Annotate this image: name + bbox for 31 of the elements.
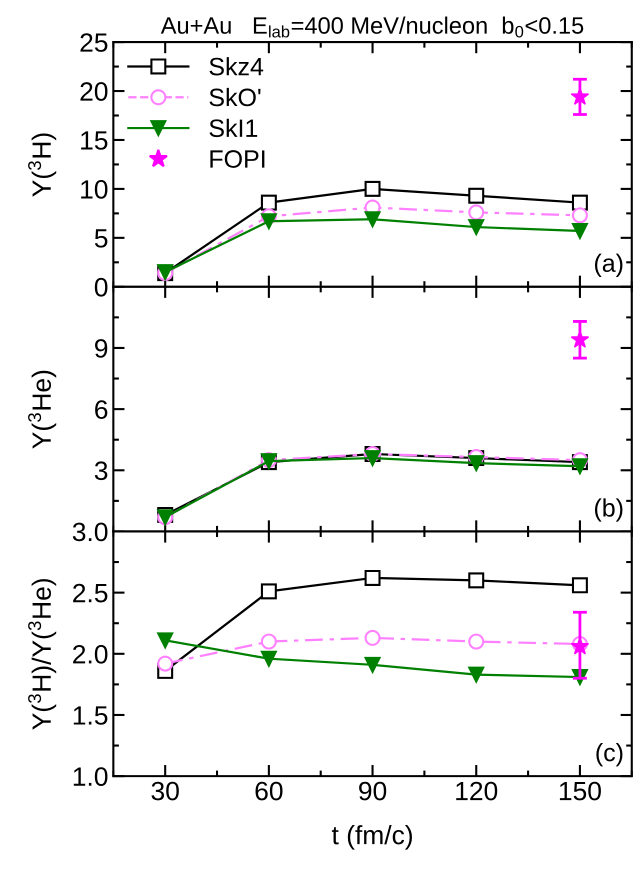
y-axis-title: Y($^{3}$H)/Y($^{3}$He) [28,579,56,730]
annotation: (b) [594,498,622,522]
y-axis-title: Y($^{3}$He) [28,370,56,449]
x-tick-label: 30 [152,782,179,800]
x-tick-label: 120 [456,782,498,800]
x-tick-label: 150 [560,782,601,800]
y-tick-label: 25 [80,33,108,52]
y-tick-label: 5 [94,229,108,248]
y-tick-label: 3 [94,461,108,480]
x-tick-label: 90 [359,782,386,800]
y-tick-label: 9 [95,339,108,358]
legend-label: FOPI [210,150,264,168]
chart-title: Au+Au E$_{lab}$=400 MeV/nucleon b$_{0}$<0.15 [160,16,584,38]
y-tick-label: 10 [81,180,108,199]
y-tick-label: 0 [94,278,108,297]
annotation: (c) [596,743,622,766]
x-axis-title: t (fm/c) [332,825,412,850]
y-tick-label: 15 [81,131,108,150]
y-tick-label: 2.5 [73,584,108,602]
y-tick-label: 20 [80,82,108,101]
y-tick-label: 1.5 [74,706,108,725]
y-axis-title: Y($^{3}$H) [28,133,56,197]
annotation: (a) [594,254,622,277]
y-tick-label: 2.0 [73,644,108,664]
y-tick-label: 6 [95,400,108,419]
x-tick-label: 60 [256,782,283,800]
y-tick-label: 3.0 [72,522,108,542]
legend-label: SkO' [209,88,260,106]
y-tick-label: 1.0 [74,767,108,786]
legend-label: SkI1 [209,118,258,138]
legend-label: Skz4 [209,57,264,76]
